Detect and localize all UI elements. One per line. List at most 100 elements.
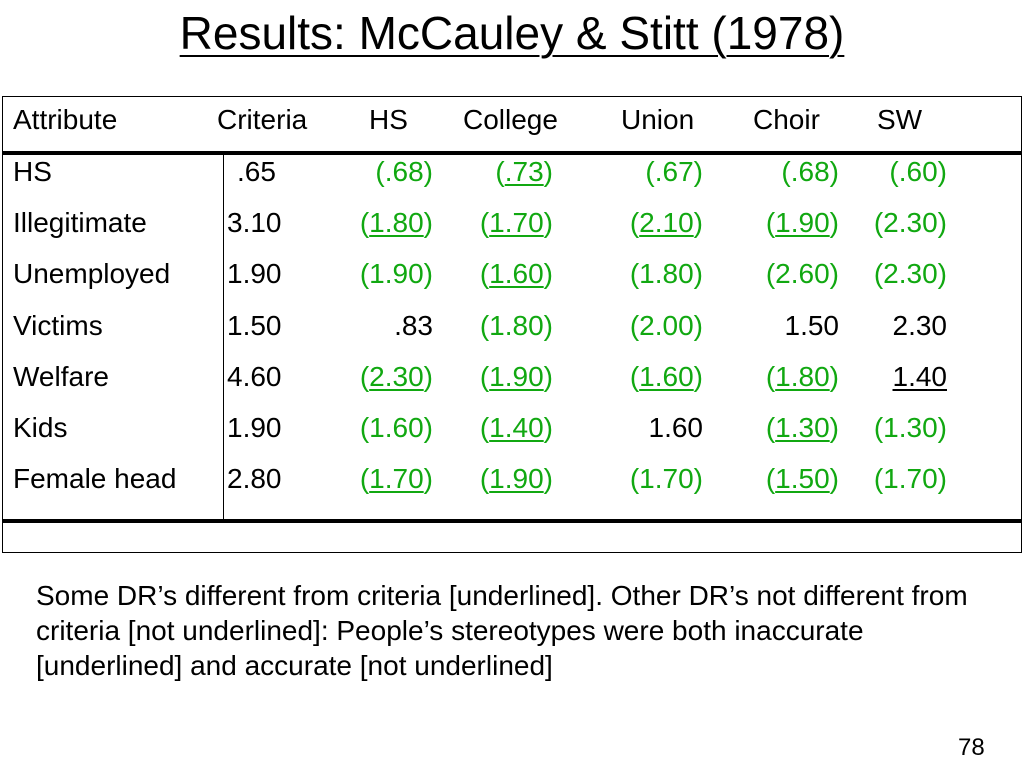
row-attribute: Victims: [13, 309, 103, 341]
paren: (: [873, 463, 884, 495]
table-cell: 2.30: [893, 309, 948, 343]
paren: (: [629, 309, 640, 341]
paren: (: [359, 258, 370, 290]
paren: ): [693, 360, 703, 392]
paren: (: [629, 360, 640, 392]
row-criteria: 1.90: [227, 412, 282, 443]
row-criteria: 3.10: [227, 207, 282, 239]
paren: ): [423, 207, 433, 239]
cell-value: 1.80: [639, 258, 694, 290]
paren: ): [937, 463, 947, 495]
paren: ): [693, 156, 703, 187]
table-cell: (2.30): [360, 360, 433, 394]
paren: ): [423, 412, 433, 443]
column-header: HS: [369, 104, 408, 135]
cell-value: .60: [898, 156, 938, 187]
table-cell: (2.10): [630, 206, 703, 240]
paren: (: [889, 156, 899, 187]
cell-value: 1.90: [489, 360, 544, 392]
table-cell: (1.90): [480, 462, 553, 496]
cell-value: 1.60: [648, 412, 704, 443]
paren: ): [543, 156, 553, 187]
row-criteria: 2.80: [227, 463, 282, 495]
cell-value: .73: [504, 156, 544, 187]
table-cell: (.73): [495, 155, 553, 189]
table-cell: (1.80): [360, 206, 433, 240]
row-attribute: Female head: [13, 463, 177, 495]
table-cell: (1.50): [766, 462, 839, 496]
paren: (: [873, 207, 884, 239]
paren: ): [693, 258, 703, 290]
table-cell: (.67): [645, 155, 703, 189]
table-cell: (2.30): [874, 257, 947, 291]
page-number: 78: [958, 734, 985, 761]
cell-value: 1.70: [639, 463, 694, 495]
row-attribute: Unemployed: [13, 258, 171, 290]
table-cell: (1.60): [360, 411, 433, 445]
attribute-column-divider: [223, 155, 224, 519]
paren: (: [495, 156, 505, 187]
cell-value: 1.90: [489, 463, 544, 495]
paren: (: [781, 156, 791, 187]
row-criteria: 1.50: [227, 309, 282, 341]
paren: (: [873, 412, 884, 443]
paren: (: [765, 412, 776, 443]
cell-value: 1.70: [489, 207, 544, 239]
results-table: Attribute Criteria HS College Union Choir SW HS…: [2, 96, 1022, 553]
cell-value: 2.30: [892, 309, 948, 341]
table-cell: .83: [394, 309, 433, 343]
paren: ): [543, 463, 553, 495]
paren: ): [829, 258, 839, 290]
cell-value: 2.00: [639, 309, 694, 341]
paren: (: [375, 156, 385, 187]
table-cell: 1.50: [785, 309, 840, 343]
row-attribute: Welfare: [13, 360, 109, 392]
table-cell: (1.70): [360, 462, 433, 496]
cell-value: 2.30: [883, 207, 938, 239]
paren: ): [423, 360, 433, 392]
cell-value: .67: [654, 156, 694, 187]
cell-value: 1.90: [775, 207, 830, 239]
paren: (: [765, 207, 776, 239]
cell-value: 1.60: [489, 258, 544, 290]
paren: (: [359, 360, 370, 392]
row-criteria: 4.60: [227, 360, 282, 392]
table-cell: (1.60): [480, 257, 553, 291]
paren: (: [479, 412, 490, 443]
table-cell: (1.80): [630, 257, 703, 291]
table-cell: (1.40): [480, 411, 553, 445]
cell-value: 1.90: [369, 258, 424, 290]
table-cell: (1.90): [766, 206, 839, 240]
column-header: SW: [877, 104, 923, 135]
paren: ): [543, 207, 553, 239]
cell-value: 1.60: [639, 360, 694, 392]
cell-value: 1.80: [369, 207, 424, 239]
table-cell: (2.60): [766, 257, 839, 291]
cell-value: 1.50: [775, 463, 830, 495]
paren: ): [543, 309, 553, 341]
paren: (: [765, 258, 776, 290]
paren: ): [937, 207, 947, 239]
cell-value: 1.80: [775, 360, 830, 392]
paren: (: [479, 207, 490, 239]
cell-value: 2.30: [369, 360, 424, 392]
table-cell: (.68): [781, 155, 839, 189]
cell-value: 2.60: [775, 258, 830, 290]
paren: ): [829, 360, 839, 392]
slide-note: Some DR’s different from criteria [under…: [36, 580, 968, 681]
table-cell: (1.70): [630, 462, 703, 496]
row-criteria: 1.90: [227, 258, 282, 290]
paren: ): [693, 463, 703, 495]
row-attribute: Illegitimate: [13, 207, 147, 239]
cell-value: 1.70: [883, 463, 938, 495]
table-cell: (1.90): [360, 257, 433, 291]
paren: ): [423, 258, 433, 290]
table-cell: (2.00): [630, 309, 703, 343]
cell-value: 2.10: [639, 207, 694, 239]
header-divider: [3, 151, 1021, 155]
cell-value: 2.30: [883, 258, 938, 290]
table-cell: (1.60): [630, 360, 703, 394]
cell-value: 1.30: [883, 412, 938, 443]
table-cell: (1.90): [480, 360, 553, 394]
paren: (: [359, 207, 370, 239]
